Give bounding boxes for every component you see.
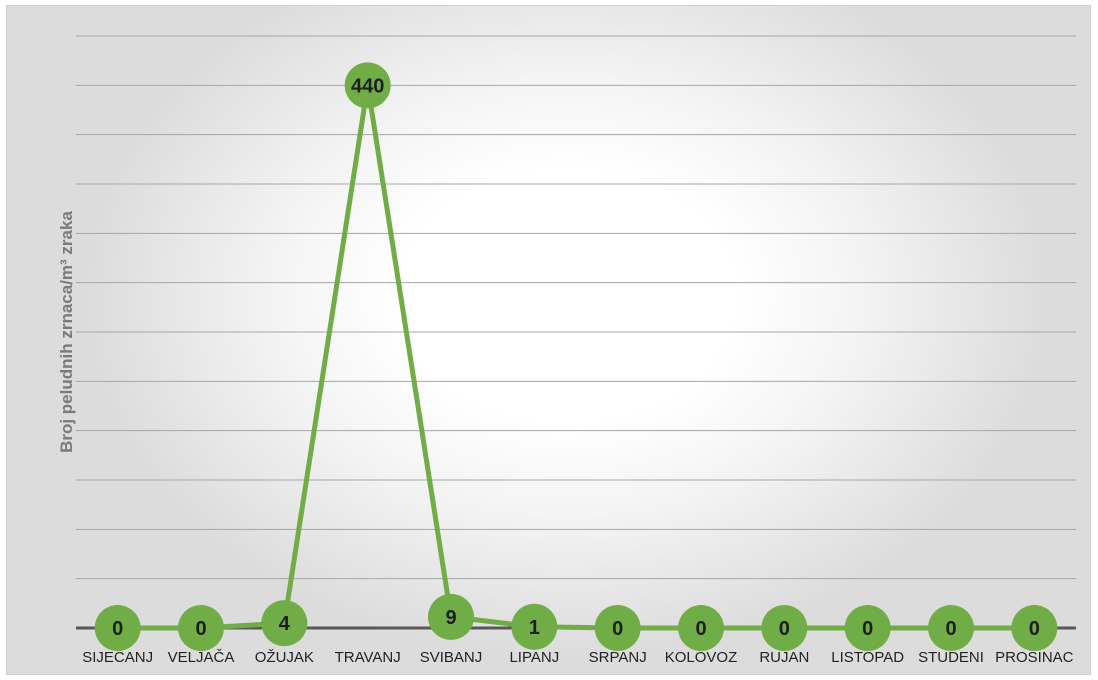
data-label: 0 — [612, 618, 623, 640]
gridlines — [76, 35, 1076, 580]
x-tick-label: RUJAN — [759, 649, 809, 666]
x-tick-labels: SIJEČANJ VELJAČA OŽUJAK TRAVANJ SVIBANJ LIPAN… — [82, 649, 1073, 666]
data-label: 440 — [351, 75, 384, 97]
data-label: 0 — [112, 618, 123, 640]
x-tick-label: LISTOPAD — [831, 649, 904, 666]
chart-frame — [6, 5, 1091, 675]
x-tick-label: SVIBANJ — [420, 649, 483, 666]
data-marker — [511, 603, 558, 650]
x-tick-label: OŽUJAK — [255, 649, 314, 666]
x-tick-label: SRPANJ — [589, 649, 647, 666]
series-line — [117, 84, 1035, 631]
x-tick-label: SIJEČANJ — [82, 649, 153, 666]
x-tick-label: STUDENI — [918, 649, 984, 666]
data-label: 0 — [695, 618, 706, 640]
data-marker — [261, 600, 308, 647]
y-axis-label: Broj peludnih zrnaca/m³ zraka — [57, 211, 76, 453]
data-label: 0 — [945, 618, 956, 640]
data-label: 4 — [279, 613, 291, 635]
data-marker — [344, 62, 391, 109]
x-tick-label: PROSINAC — [995, 649, 1074, 666]
data-marker — [428, 593, 474, 640]
x-tick-label: KOLOVOZ — [665, 649, 738, 666]
data-label: 0 — [779, 618, 790, 640]
data-marker — [178, 605, 224, 651]
data-marker — [678, 605, 724, 651]
data-marker — [94, 605, 141, 651]
data-labels: 0 0 4 440 9 1 0 0 0 0 0 0 — [112, 75, 1040, 640]
data-marker — [761, 605, 808, 651]
x-tick-label: LIPANJ — [509, 649, 559, 666]
data-label: 0 — [862, 618, 873, 640]
data-label: 0 — [1029, 618, 1040, 640]
x-tick-label: VELJAČA — [168, 649, 235, 666]
x-tick-label: TRAVANJ — [335, 649, 401, 666]
data-marker — [594, 605, 641, 651]
data-label: 1 — [529, 617, 540, 639]
data-marker — [928, 605, 974, 651]
data-label: 9 — [445, 607, 456, 629]
data-label: 0 — [195, 618, 206, 640]
data-marker — [1011, 605, 1058, 651]
data-markers — [94, 62, 1058, 651]
data-marker — [844, 605, 891, 651]
